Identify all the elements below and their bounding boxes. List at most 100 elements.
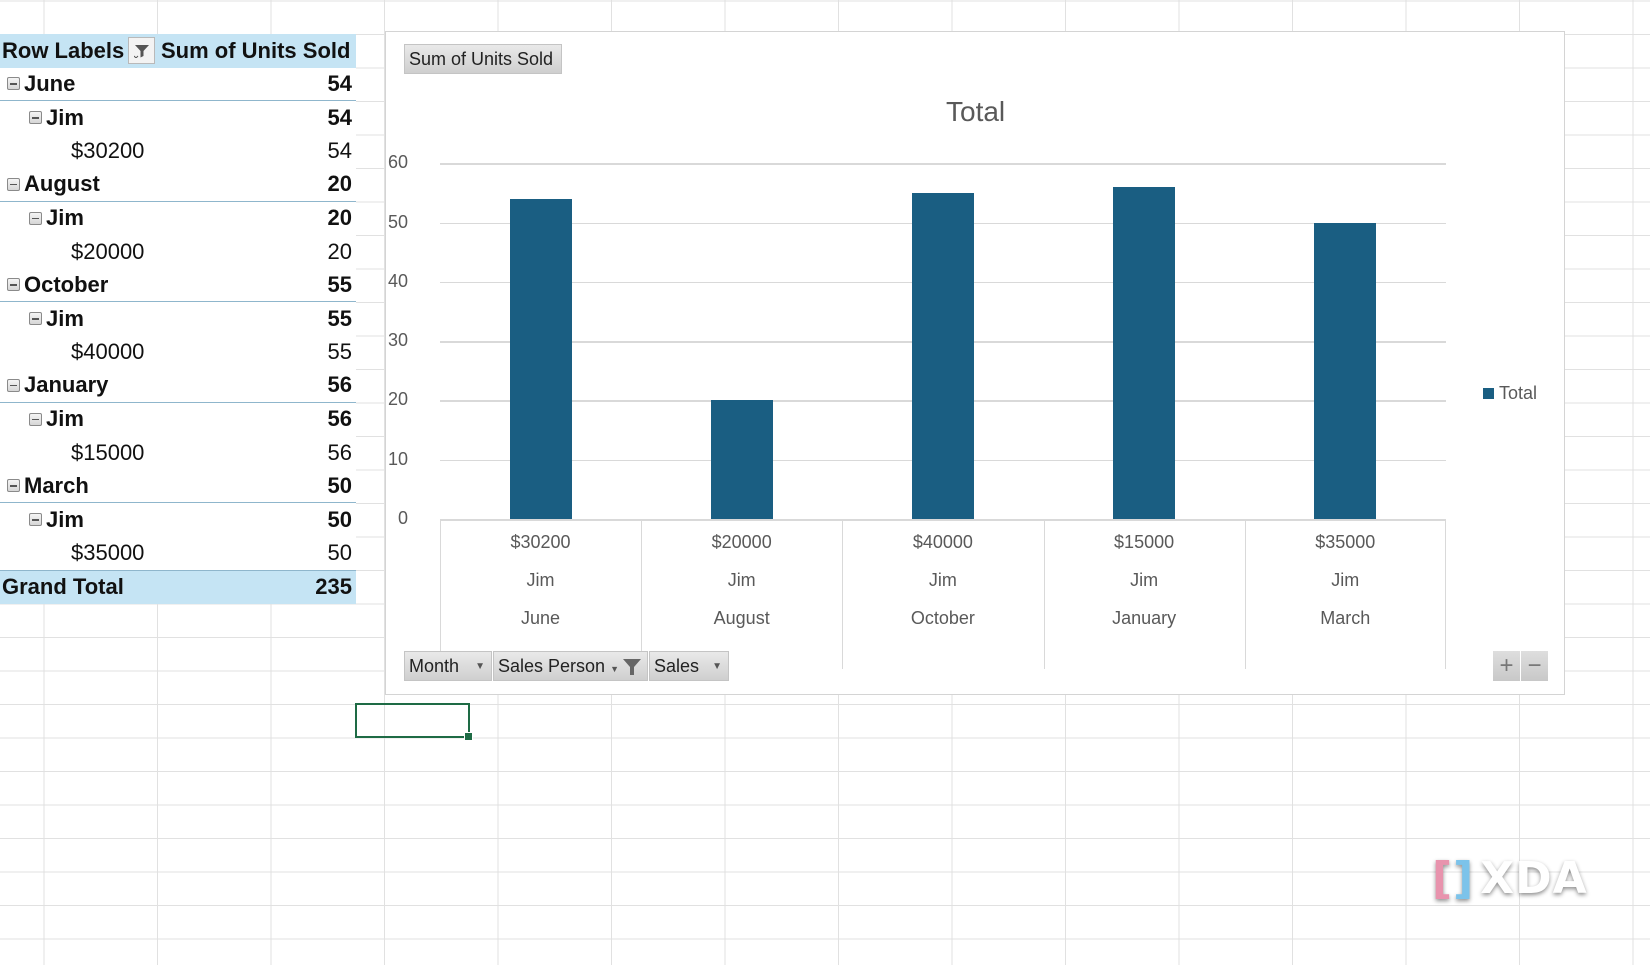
category-axis-label: August: [713, 608, 770, 628]
row-labels-header: Row Labels: [2, 37, 125, 63]
filter-icon: [133, 44, 149, 58]
pivot-row-label: Jim: [46, 406, 84, 432]
selected-cell[interactable]: [355, 703, 473, 741]
collapse-icon[interactable]: [7, 479, 20, 493]
pivot-row-label: $40000: [71, 339, 145, 365]
category-group: [1244, 519, 1446, 669]
chart-title: Total: [946, 96, 1006, 127]
dropdown-arrow-icon: ▼: [610, 664, 619, 674]
collapse-icon[interactable]: [29, 211, 42, 225]
category-group: [440, 519, 641, 669]
pivot-chart[interactable]: Sum of Units Sold Total 0 10 20 30 40 50 60 $30…: [385, 31, 1565, 695]
category-group: [842, 519, 1043, 669]
pivot-row-value: 56: [327, 406, 352, 432]
category-group: [641, 519, 842, 669]
pivot-row-label: Jim: [46, 506, 84, 532]
collapse-field-button[interactable]: −: [1521, 651, 1548, 681]
month-field-button[interactable]: Month ▼: [404, 651, 492, 681]
collapse-icon[interactable]: [29, 111, 42, 125]
chart-legend[interactable]: Total: [1483, 383, 1537, 404]
grand-total-row: Grand Total 235: [0, 570, 356, 604]
expand-field-button[interactable]: +: [1493, 651, 1520, 681]
collapse-icon[interactable]: [29, 312, 42, 326]
pivot-row-value: 54: [327, 70, 352, 96]
collapse-icon[interactable]: [7, 177, 20, 191]
pivot-row[interactable]: $20000 20: [0, 235, 356, 269]
pivot-row-value: 20: [327, 171, 352, 197]
pivot-row[interactable]: $15000 56: [0, 436, 356, 470]
pivot-row[interactable]: Jim 55: [0, 302, 356, 336]
pivot-row-label: $20000: [71, 238, 145, 264]
pivot-row-label: August: [24, 171, 100, 197]
pivot-row-value: 55: [327, 271, 352, 297]
pivot-row-label: $30200: [71, 138, 145, 164]
pivot-row[interactable]: March 50: [0, 469, 356, 503]
pivot-row-value: 56: [327, 372, 352, 398]
chart-bar[interactable]: [710, 400, 773, 519]
collapse-icon[interactable]: [29, 412, 42, 426]
pivot-row[interactable]: January 56: [0, 369, 356, 403]
pivot-row[interactable]: Jim 54: [0, 101, 356, 135]
category-axis-label: March: [1320, 608, 1371, 628]
collapse-icon[interactable]: [7, 77, 20, 91]
gridline: [440, 163, 1446, 165]
pivot-row-label: Jim: [46, 305, 84, 331]
pivot-row[interactable]: Jim 56: [0, 402, 356, 436]
pivot-row[interactable]: October 55: [0, 268, 356, 302]
pivot-row-value: 50: [327, 506, 352, 532]
category-axis-label: January: [1112, 608, 1177, 628]
logo-bracket-left-icon: [: [1432, 853, 1454, 904]
pivot-row-value: 55: [327, 339, 352, 365]
pivot-row-label: $35000: [71, 540, 145, 566]
pivot-row-value: 20: [327, 238, 352, 264]
xda-watermark: [] XDA: [1432, 853, 1588, 904]
pivot-row-value: 54: [327, 104, 352, 130]
chart-bar[interactable]: [509, 198, 572, 519]
category-axis-label: $20000: [711, 532, 772, 552]
category-axis-label: Jim: [526, 570, 555, 590]
category-axis-label: $30200: [510, 532, 571, 552]
collapse-icon[interactable]: [7, 378, 20, 392]
grand-total-label: Grand Total: [2, 574, 124, 600]
sales-person-field-button[interactable]: Sales Person ▼: [493, 651, 648, 681]
pivot-row-label: June: [24, 70, 76, 96]
category-axis-label: Jim: [928, 570, 957, 590]
collapse-icon[interactable]: [29, 513, 42, 527]
pivot-row[interactable]: Jim 20: [0, 201, 356, 235]
y-axis-tick-label: 60: [387, 152, 408, 173]
legend-label: Total: [1499, 383, 1538, 403]
pivot-row-label: Jim: [46, 104, 84, 130]
month-field-label: Month: [409, 655, 460, 676]
category-axis-line: [440, 519, 1446, 521]
chart-bar[interactable]: [1113, 186, 1176, 519]
sales-field-label: Sales: [654, 655, 700, 676]
pivot-row-value: 20: [327, 205, 352, 231]
pivot-row[interactable]: $35000 50: [0, 536, 356, 570]
pivot-row-value: 54: [327, 138, 352, 164]
chart-bar[interactable]: [1314, 222, 1377, 519]
dropdown-arrow-icon: ▼: [712, 660, 722, 672]
pivot-row-value: 50: [327, 472, 352, 498]
value-header: Sum of Units Sold: [161, 37, 351, 63]
collapse-icon[interactable]: [7, 278, 20, 292]
category-axis-label: June: [520, 608, 561, 628]
y-axis-tick-label: 40: [387, 270, 408, 291]
pivot-header-row: Row Labels Sum of Units Sold: [0, 34, 356, 68]
chart-bar[interactable]: [912, 192, 974, 519]
pivot-row[interactable]: $40000 55: [0, 335, 356, 369]
pivot-row[interactable]: Jim 50: [0, 503, 356, 537]
category-axis-label: Jim: [1331, 570, 1360, 590]
category-axis-label: $15000: [1114, 532, 1175, 552]
sales-field-button[interactable]: Sales ▼: [649, 651, 729, 681]
pivot-row-value: 55: [327, 305, 352, 331]
row-labels-filter-button[interactable]: [128, 37, 155, 64]
pivot-row-label: March: [24, 472, 89, 498]
category-axis-label: Jim: [727, 570, 756, 590]
pivot-row[interactable]: $30200 54: [0, 134, 356, 168]
category-axis-label: October: [910, 608, 975, 628]
pivot-row[interactable]: June 54: [0, 67, 356, 101]
pivot-row[interactable]: August 20: [0, 168, 356, 202]
y-axis-tick-label: 0: [397, 508, 408, 528]
category-group: [1043, 519, 1245, 669]
sum-of-units-sold-button[interactable]: Sum of Units Sold: [404, 44, 563, 74]
